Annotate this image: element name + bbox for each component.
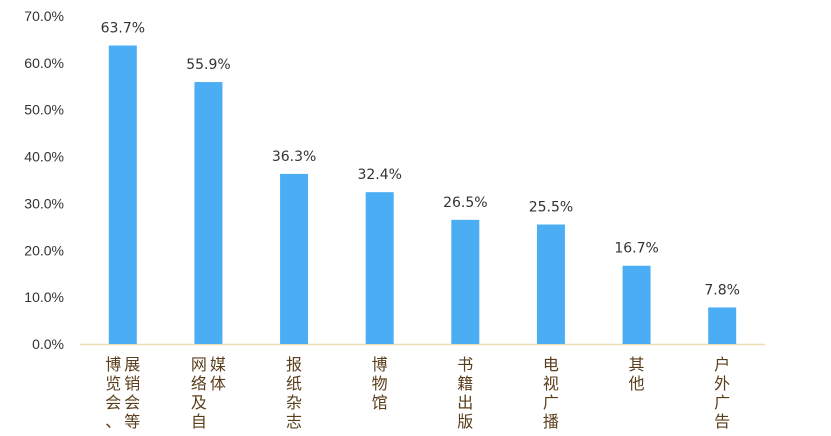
- category-label-char: 博: [105, 355, 121, 374]
- y-tick-label: 70.0%: [24, 8, 64, 24]
- category-label-char: 纸: [286, 374, 302, 393]
- category-label-char: 媒: [210, 355, 226, 374]
- bar: [194, 82, 223, 344]
- category-label-char: 广: [543, 393, 559, 412]
- y-tick-label: 40.0%: [24, 149, 64, 165]
- data-label: 26.5%: [443, 195, 487, 211]
- bar: [451, 219, 480, 344]
- y-tick-label: 30.0%: [24, 195, 64, 211]
- category-label-char: 自: [191, 412, 207, 431]
- category-label-char: 、: [105, 412, 121, 431]
- bar: [536, 224, 565, 344]
- category-label-char: 广: [714, 393, 730, 412]
- category-label-char: 其: [629, 355, 645, 374]
- category-label-char: 展: [124, 355, 140, 374]
- category-label-char: 他: [629, 374, 645, 393]
- y-tick-label: 10.0%: [24, 289, 64, 305]
- bar: [365, 192, 394, 344]
- category-label-char: 博: [372, 355, 388, 374]
- data-label: 36.3%: [272, 149, 316, 165]
- category-label-char: 会: [105, 393, 121, 412]
- category-label-char: 志: [286, 412, 302, 431]
- category-label-char: 等: [124, 412, 140, 431]
- category-label-char: 销: [124, 374, 140, 393]
- category-label-char: 版: [457, 412, 473, 431]
- data-label: 32.4%: [357, 167, 401, 183]
- y-tick-label: 50.0%: [24, 102, 64, 118]
- category-label-char: 户: [714, 355, 730, 374]
- category-label-char: 告: [714, 412, 730, 431]
- bar: [108, 45, 137, 345]
- category-label-char: 报: [286, 355, 302, 374]
- category-label-char: 播: [543, 412, 559, 431]
- category-label-char: 电: [543, 355, 559, 374]
- category-label-char: 体: [210, 374, 226, 393]
- y-tick-label: 60.0%: [24, 55, 64, 71]
- data-label: 63.7%: [101, 21, 145, 37]
- data-label: 25.5%: [529, 200, 573, 216]
- category-label-char: 网: [191, 355, 207, 374]
- data-label: 7.8%: [704, 282, 740, 298]
- category-label-char: 络: [191, 374, 207, 393]
- data-label: 16.7%: [614, 241, 658, 257]
- category-label-char: 物: [372, 374, 388, 393]
- bar: [622, 265, 651, 344]
- y-tick-label: 20.0%: [24, 242, 64, 258]
- category-label-char: 杂: [286, 393, 302, 412]
- bar: [708, 307, 737, 344]
- category-label-char: 书: [457, 355, 473, 374]
- y-tick-label: 0.0%: [32, 336, 64, 352]
- category-label-char: 出: [457, 393, 473, 412]
- category-label-char: 会: [124, 393, 140, 412]
- category-label-char: 视: [543, 374, 559, 393]
- category-label-char: 览: [105, 374, 121, 393]
- category-label-char: 籍: [457, 374, 473, 393]
- category-label-char: 外: [714, 374, 730, 393]
- bar: [280, 173, 309, 344]
- category-label-char: 馆: [372, 393, 388, 412]
- category-label-char: 及: [191, 393, 207, 412]
- data-label: 55.9%: [186, 57, 230, 73]
